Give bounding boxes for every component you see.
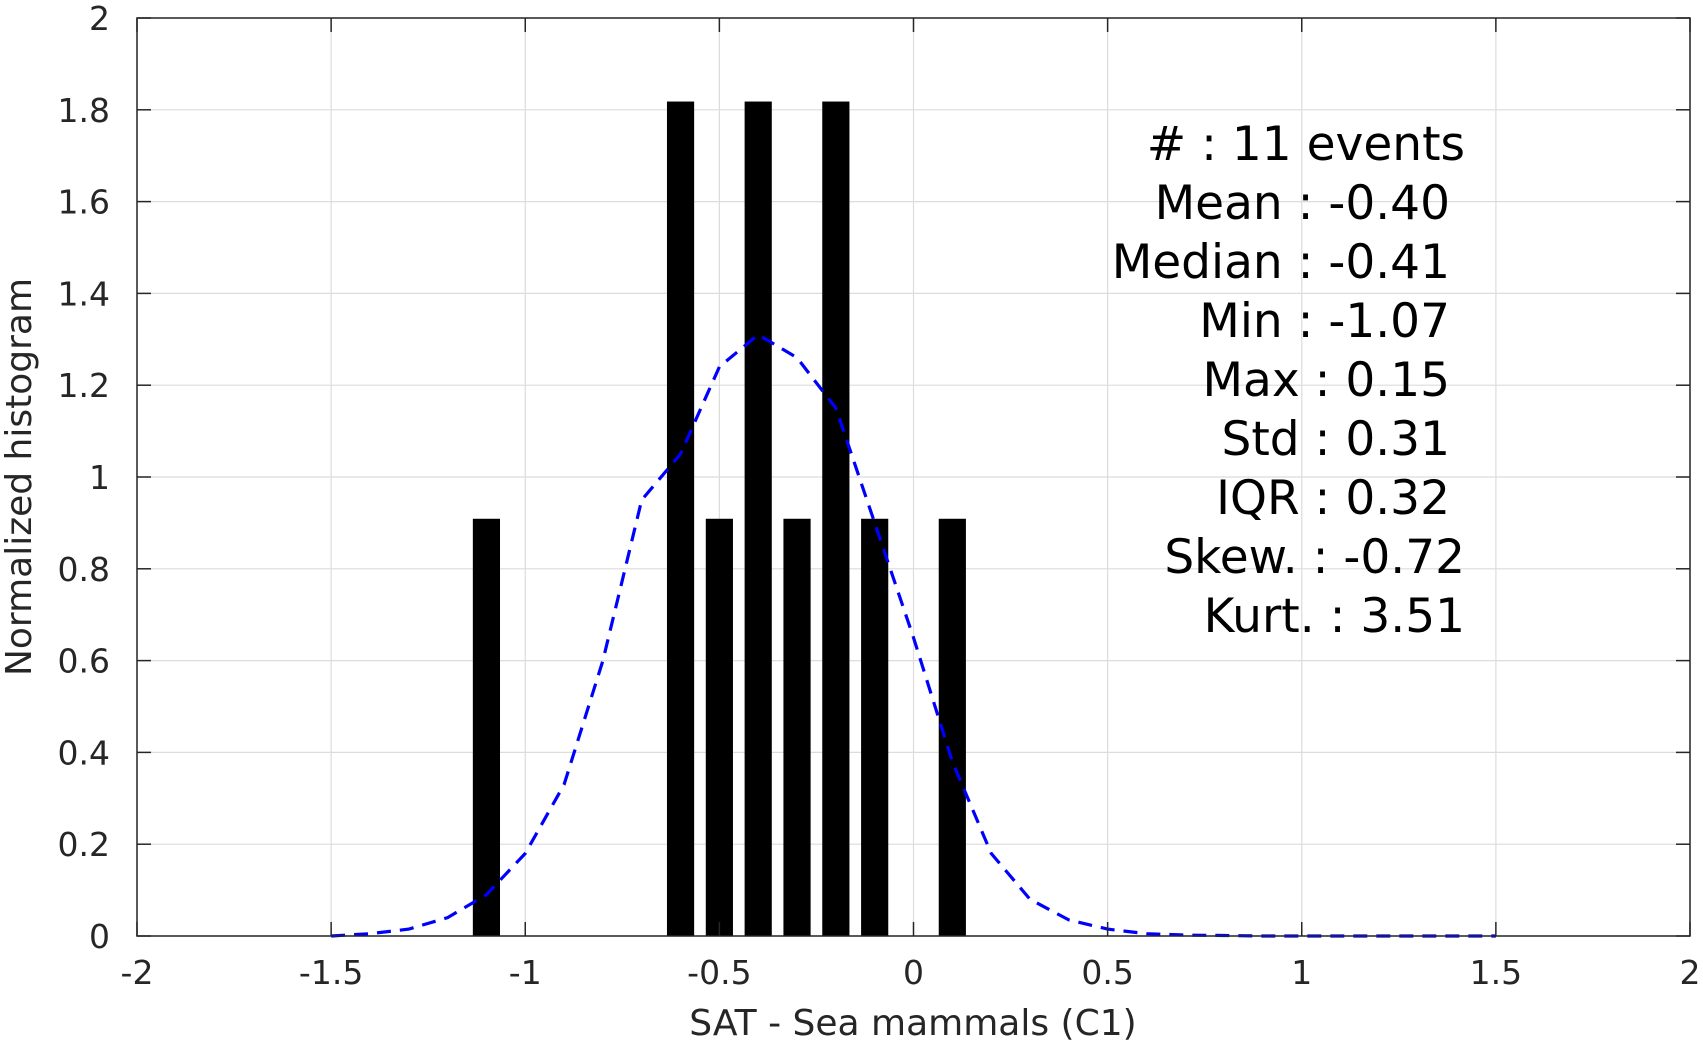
histogram-bar (472, 518, 501, 936)
y-tick-label: 1.6 (58, 183, 110, 222)
histogram-bar (744, 101, 772, 936)
x-tick-label: 0.5 (1081, 953, 1133, 992)
x-tick-label: 1.5 (1470, 953, 1522, 992)
x-tick-labels: -2 -1.5 -1 -0.5 0 0.5 1 1.5 2 (121, 953, 1701, 992)
x-tick-label: -0.5 (687, 953, 751, 992)
y-tick-label: 1.4 (58, 274, 110, 313)
histogram-bar (783, 518, 811, 936)
y-tick-label: 0.2 (58, 825, 110, 864)
normal-fit-curve (331, 332, 1496, 938)
y-tick-label: 1.8 (58, 91, 110, 130)
histogram-bar (705, 518, 733, 936)
stat-line: Min : -1.07 (1199, 294, 1450, 349)
histogram-bars (472, 101, 966, 936)
x-axis-label: SAT - Sea mammals (C1) (689, 1003, 1136, 1044)
y-axis-label: Normalized histogram (0, 278, 40, 676)
stat-line: IQR : 0.32 (1216, 471, 1450, 526)
stat-line: Mean : -0.40 (1155, 176, 1450, 231)
y-tick-label: 1 (89, 458, 110, 497)
histogram-bar (822, 101, 850, 936)
y-tick-label: 0.6 (58, 642, 110, 681)
x-tick-label: 0 (903, 953, 924, 992)
x-tick-label: -2 (121, 953, 154, 992)
axis-ticks (136, 17, 1691, 937)
stat-line: Std : 0.31 (1222, 412, 1450, 467)
y-tick-labels: 0 0.2 0.4 0.6 0.8 1 1.2 1.4 1.6 1.8 2 (58, 0, 110, 956)
y-tick-label: 2 (89, 0, 110, 38)
x-tick-label: -1.5 (299, 953, 363, 992)
y-tick-label: 0.4 (58, 733, 110, 772)
stat-line: # : 11 events (1147, 117, 1465, 172)
histogram-bar (666, 101, 695, 936)
y-tick-label: 0.8 (58, 550, 110, 589)
histogram-bar (861, 518, 889, 936)
stat-line: Skew. : -0.72 (1164, 530, 1465, 585)
y-tick-label: 1.2 (58, 366, 110, 405)
x-tick-label: 2 (1680, 953, 1701, 992)
x-tick-label: 1 (1291, 953, 1312, 992)
stat-line: Kurt. : 3.51 (1204, 589, 1465, 644)
stat-line: Max : 0.15 (1202, 353, 1450, 408)
stat-line: Median : -0.41 (1112, 235, 1450, 290)
x-tick-label: -1 (509, 953, 542, 992)
y-tick-label: 0 (89, 917, 110, 956)
